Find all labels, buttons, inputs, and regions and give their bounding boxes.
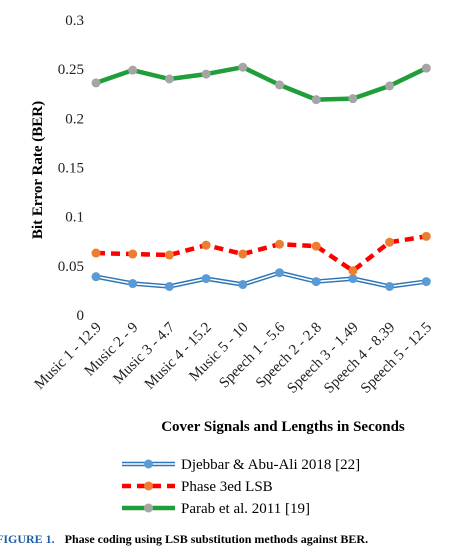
data-point [421, 277, 431, 287]
legend-label: Djebbar & Abu-Ali 2018 [22] [181, 457, 360, 473]
data-point [238, 62, 248, 72]
data-point [91, 78, 101, 88]
y-tick-label: 0.1 [65, 210, 84, 226]
legend-marker [144, 503, 153, 513]
series-line [95, 64, 428, 102]
series-line-inner [95, 271, 427, 288]
legend-marker [144, 459, 153, 469]
data-point [91, 248, 101, 258]
y-tick-label: 0 [77, 308, 85, 324]
figure-caption: FIGURE 1. Phase coding using LSB substit… [0, 530, 368, 547]
legend-label: Parab et al. 2011 [19] [181, 501, 310, 517]
y-tick-label: 0.3 [65, 13, 84, 29]
svg-text:FIGURE 1. Phase coding u: FIGURE 1. Phase coding using LSB substit… [0, 530, 368, 547]
y-tick-label: 0.15 [58, 161, 84, 177]
data-point [238, 280, 248, 290]
data-point [91, 272, 101, 282]
data-point [348, 266, 358, 276]
data-point [128, 65, 138, 75]
data-point [201, 274, 211, 284]
data-point [238, 249, 248, 259]
data-point [311, 241, 321, 251]
legend-marker [144, 481, 153, 491]
series-1 [91, 268, 431, 291]
legend: Djebbar & Abu-Ali 2018 [22] Phase 3ed LSB… [122, 457, 360, 517]
legend-item: Parab et al. 2011 [19] [122, 501, 310, 517]
y-tick-label: 0.25 [58, 62, 84, 78]
data-point [385, 237, 395, 247]
data-point [164, 250, 174, 260]
data-point [275, 268, 284, 278]
data-point [201, 240, 211, 250]
data-point [128, 279, 138, 289]
data-point [128, 249, 138, 259]
data-point [421, 63, 431, 73]
data-point [164, 281, 174, 291]
data-point [275, 239, 284, 249]
data-point [275, 80, 284, 90]
data-point [385, 81, 395, 91]
data-point [348, 274, 358, 284]
caption-label: FIGURE 1. [0, 532, 55, 546]
y-axis: 0 0.05 0.1 0.15 0.2 0.25 0.3 [58, 13, 84, 324]
data-point [201, 69, 211, 79]
data-point [311, 277, 321, 287]
data-point [385, 281, 395, 291]
x-axis-title: Cover Signals and Lengths in Seconds [161, 419, 405, 435]
y-tick-label: 0.05 [58, 259, 84, 275]
series-line [95, 234, 427, 274]
legend-label: Phase 3ed LSB [181, 479, 273, 495]
series-2 [91, 231, 431, 276]
data-point [164, 74, 174, 84]
data-point [421, 231, 431, 241]
series-3 [91, 62, 431, 105]
data-point [311, 95, 321, 105]
legend-item: Phase 3ed LSB [122, 479, 273, 495]
plot-area [91, 62, 431, 291]
y-axis-title: Bit Error Rate (BER) [30, 101, 46, 239]
data-point [348, 94, 358, 104]
legend-item: Djebbar & Abu-Ali 2018 [22] [122, 457, 360, 473]
y-tick-label: 0.2 [65, 111, 84, 127]
caption-text: Phase coding using LSB substitution meth… [65, 532, 368, 546]
